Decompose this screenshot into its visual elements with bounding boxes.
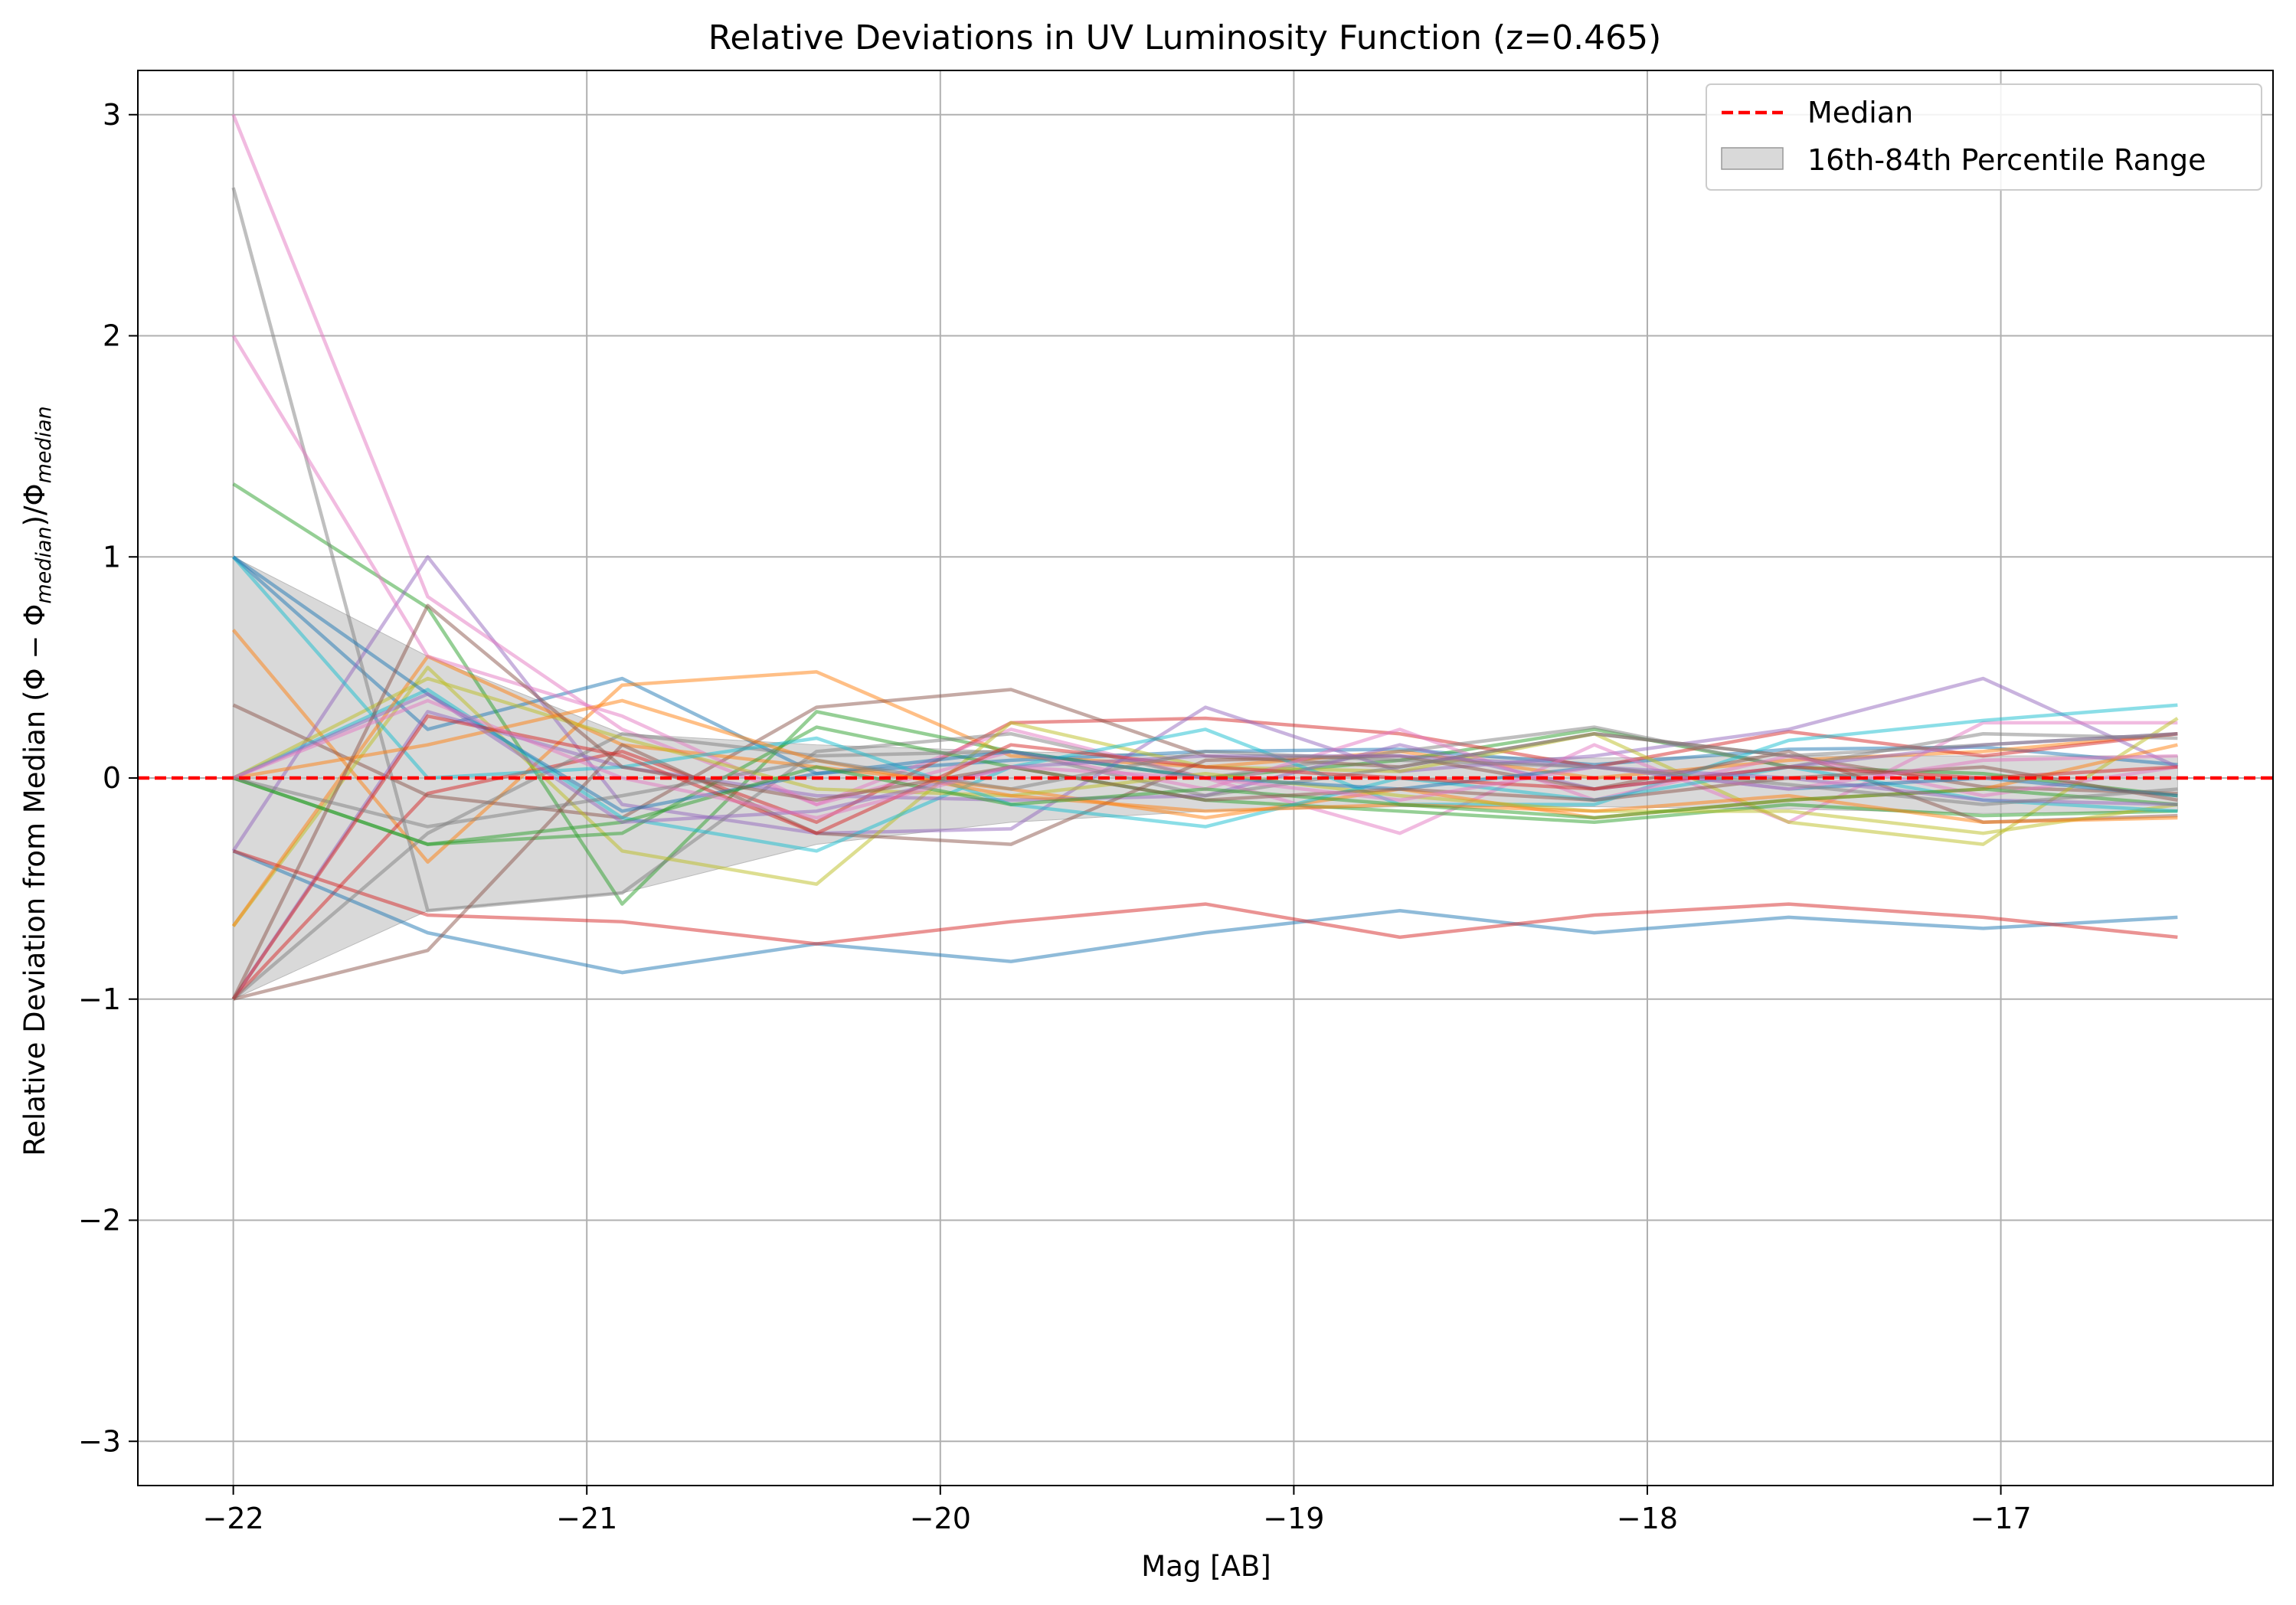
y-tick-label-2: −1	[78, 982, 121, 1016]
axis-ticks: −22 −21 −20 −19 −18 −17 −3 −2 −1 0 1 2 3	[78, 98, 2032, 1535]
x-tick-label-5: −17	[1970, 1502, 2031, 1535]
series-line-13	[232, 849, 2178, 946]
y-axis-title-sub-1: median	[32, 526, 56, 603]
series-line-4	[231, 555, 2179, 852]
legend: Median 16th-84th Percentile Range	[1706, 83, 2262, 191]
x-tick-label-3: −19	[1263, 1502, 1324, 1535]
chart-title: Relative Deviations in UV Luminosity Fun…	[708, 18, 1662, 57]
y-tick-label-1: −2	[78, 1204, 121, 1237]
legend-median-label: Median	[1807, 96, 1913, 129]
y-tick-label-6: 3	[103, 98, 121, 132]
x-tick-label-0: −22	[203, 1502, 264, 1535]
legend-band-label: 16th-84th Percentile Range	[1807, 143, 2206, 177]
y-axis-title: Relative Deviation from Median (Φ − Φmed…	[18, 406, 56, 1156]
series-line-17	[232, 732, 2178, 1001]
series-line-23	[231, 714, 2178, 1001]
series-line-27	[233, 750, 2178, 829]
y-axis-title-sub-2: median	[32, 406, 56, 483]
x-tick-label-2: −20	[910, 1502, 971, 1535]
series-line-9	[232, 688, 2178, 853]
y-axis-title-main: Relative Deviation from Median (Φ − Φ	[18, 604, 51, 1156]
legend-box	[1706, 83, 2262, 191]
series-line-24	[232, 692, 2178, 824]
x-axis-title: Mag [AB]	[1141, 1550, 1271, 1583]
x-tick-label-4: −18	[1617, 1502, 1678, 1535]
y-tick-label-4: 1	[103, 540, 121, 574]
y-tick-label-5: 2	[103, 319, 121, 353]
series-line-25	[231, 603, 2178, 1000]
series-line-10	[232, 849, 2178, 975]
series-line-18	[232, 676, 2178, 835]
y-tick-label-0: −3	[78, 1424, 121, 1458]
x-tick-label-1: −21	[556, 1502, 617, 1535]
y-tick-label-3: 0	[103, 761, 121, 795]
series-line-22	[232, 765, 2178, 846]
legend-band-swatch	[1721, 147, 1784, 170]
y-axis-title-mid: )/Φ	[18, 483, 51, 526]
